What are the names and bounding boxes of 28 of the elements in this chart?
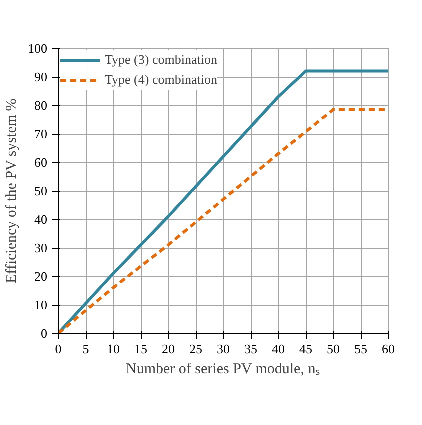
x-tick-label: 30 [217,342,230,356]
x-tick-label: 45 [300,342,312,356]
y-tick-label: 30 [34,240,48,256]
x-tick-label: 50 [327,342,340,356]
x-tick-label: 25 [190,342,202,356]
y-tick-label: 40 [34,212,48,227]
x-tick-label: 60 [382,342,395,356]
legend-label: Type (4) combination [105,72,218,88]
y-tick-label: 20 [34,269,48,284]
y-tick-label: 50 [34,184,48,198]
x-tick-label: 40 [272,342,285,356]
y-tick-label: 60 [34,155,48,170]
y-tick-label: 80 [34,98,48,113]
x-tick-label: 55 [354,342,368,356]
x-tick-label: 35 [244,342,258,356]
x-axis-title: Number of series PV module, nₛ [126,362,321,378]
legend-label: Type (3) combination [105,52,218,68]
y-axis-title: Efficiency of the PV system % [4,98,20,284]
y-tick-label: 70 [34,126,48,142]
x-tick-label: 5 [82,342,90,356]
y-tick-label: 0 [41,326,48,341]
x-tick-label: 0 [55,342,62,356]
x-tick-label: 20 [162,342,175,356]
x-tick-label: 15 [134,342,148,356]
x-tick-label: 10 [107,342,120,356]
y-tick-label: 100 [28,41,48,56]
y-tick-label: 10 [34,298,48,312]
y-tick-label: 90 [34,70,48,84]
